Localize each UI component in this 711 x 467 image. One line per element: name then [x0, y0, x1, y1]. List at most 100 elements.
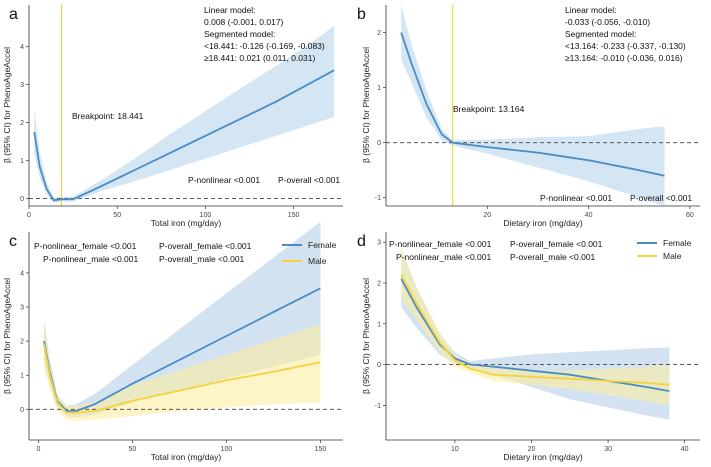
y-tick-label: 2 — [377, 30, 381, 37]
x-ticks-a: 0 50 100 150 — [27, 206, 300, 219]
segment-above-a: ≥18.441: 0.021 (0.011, 0.031) — [204, 53, 315, 63]
panel-c: c 0 50 100 150 0 1 2 3 4 Total iron (mg/day) β … — [2, 221, 343, 462]
segment-below-b: <13.164: -0.233 (-0.337, -0.130) — [565, 41, 686, 51]
y-axis-label-a: β (95% CI) for PhenoAgeAccel — [2, 47, 12, 163]
segmented-model-title-a: Segmented model: — [204, 29, 275, 39]
x-tick-label: 50 — [113, 212, 121, 219]
x-tick-label: 60 — [686, 212, 694, 219]
x-axis-label-b: Dietary iron (mg/day) — [503, 218, 583, 228]
series-line-male-c — [43, 344, 321, 414]
linear-model-title-a: Linear model: — [204, 5, 256, 15]
y-ticks-b: -1 0 1 2 — [375, 30, 386, 202]
plot-area-d — [386, 246, 700, 420]
x-tick-label: 50 — [129, 446, 137, 453]
x-tick-label: 20 — [483, 212, 491, 219]
x-axis-label-a: Total iron (mg/day) — [151, 218, 222, 228]
legend-label-male-c: Male — [308, 256, 327, 266]
panel-b: b 20 40 60 -1 0 1 2 Dietary iron (mg/day) β (… — [357, 5, 700, 228]
p-nonlinear-a: P-nonlinear <0.001 — [188, 175, 260, 185]
y-axis-label-c: β (95% CI) for PhenoAgeAccel — [2, 278, 12, 394]
legend-label-female-c: Female — [308, 240, 337, 250]
series-line-overall-a — [33, 69, 335, 202]
y-ticks-d: -1 0 1 2 3 — [375, 240, 386, 410]
y-tick-label: 2 — [20, 120, 24, 127]
y-tick-label: 4 — [20, 44, 24, 51]
series-line-male-d — [400, 274, 670, 386]
y-tick-label: 3 — [20, 305, 24, 312]
p-nonlinear-b: P-nonlinear <0.001 — [540, 193, 612, 203]
x-axis-label-d: Dietary iron (mg/day) — [503, 452, 583, 462]
x-tick-label: 0 — [27, 212, 31, 219]
breakpoint-label-b: Breakpoint: 13.164 — [453, 104, 525, 114]
p-nonlinear-female-c: P-nonlinear_female <0.001 — [34, 241, 137, 251]
plot-area-a — [29, 5, 343, 206]
p-overall-female-c: P-overall_female <0.001 — [159, 241, 252, 251]
p-nonlinear-female-d: P-nonlinear_female <0.001 — [389, 239, 492, 249]
y-ticks-c: 0 1 2 3 4 — [20, 270, 29, 414]
segment-above-b: ≥13.164: -0.010 (-0.036, 0.016) — [565, 53, 683, 63]
series-line-female-d — [400, 278, 670, 392]
y-tick-label: -1 — [375, 403, 381, 410]
series-line-overall-b — [400, 32, 665, 177]
plot-area-c — [29, 221, 343, 422]
x-tick-label: 150 — [288, 212, 300, 219]
y-tick-label: 4 — [20, 270, 24, 277]
x-tick-label: 150 — [315, 446, 327, 453]
y-tick-label: -1 — [375, 195, 381, 202]
y-tick-label: 0 — [377, 140, 381, 147]
x-tick-label: 10 — [451, 446, 459, 453]
x-ticks-d: 10 20 30 40 — [451, 440, 689, 453]
plot-area-b — [386, 5, 700, 206]
segment-below-a: <18.441: -0.126 (-0.169, -0.083) — [204, 41, 325, 51]
x-tick-label: 30 — [604, 446, 612, 453]
linear-model-title-b: Linear model: — [565, 5, 617, 15]
x-tick-label: 40 — [681, 446, 689, 453]
y-tick-label: 1 — [20, 373, 24, 380]
y-tick-label: 0 — [20, 407, 24, 414]
y-tick-label: 1 — [20, 158, 24, 165]
p-overall-b: P-overall <0.001 — [630, 193, 692, 203]
y-axis-label-d: β (95% CI) for PhenoAgeAccel — [361, 278, 371, 394]
p-overall-female-d: P-overall_female <0.001 — [510, 239, 603, 249]
x-axis-label-c: Total iron (mg/day) — [151, 452, 222, 462]
panel-letter-d: d — [357, 233, 366, 250]
linear-model-value-a: 0.008 (-0.001, 0.017) — [204, 17, 284, 27]
panel-a: a 0 50 100 150 0 1 2 3 4 Total iron (mg/day) β … — [2, 5, 343, 228]
y-ticks-a: 0 1 2 3 4 — [20, 44, 29, 203]
breakpoint-label-a: Breakpoint: 18.441 — [72, 111, 144, 121]
y-tick-label: 1 — [377, 321, 381, 328]
ci-band-overall-a — [34, 25, 335, 204]
ci-band-male-d — [401, 246, 670, 406]
y-tick-label: 3 — [20, 82, 24, 89]
x-tick-label: 40 — [585, 212, 593, 219]
legend-label-male-d: Male — [663, 251, 682, 261]
panel-letter-c: c — [9, 233, 17, 250]
p-overall-male-c: P-overall_male <0.001 — [159, 254, 245, 264]
p-nonlinear-male-d: P-nonlinear_male <0.001 — [396, 252, 491, 262]
x-tick-label: 20 — [528, 446, 536, 453]
y-tick-label: 2 — [20, 339, 24, 346]
panel-letter-a: a — [9, 6, 18, 23]
linear-model-value-b: -0.033 (-0.056, -0.010) — [565, 17, 650, 27]
segmented-model-title-b: Segmented model: — [565, 29, 636, 39]
panel-letter-b: b — [357, 6, 366, 23]
y-tick-label: 0 — [377, 362, 381, 369]
y-axis-label-b: β (95% CI) for PhenoAgeAccel — [361, 47, 371, 163]
x-ticks-b: 20 40 60 — [483, 206, 694, 219]
ci-band-overall-b — [401, 5, 665, 206]
y-tick-label: 0 — [20, 196, 24, 203]
x-tick-label: 0 — [36, 446, 40, 453]
y-tick-label: 3 — [377, 240, 381, 247]
ci-band-male-c — [44, 324, 321, 422]
p-overall-a: P-overall <0.001 — [278, 175, 340, 185]
x-tick-label: 100 — [221, 446, 233, 453]
p-nonlinear-male-c: P-nonlinear_male <0.001 — [43, 254, 138, 264]
y-tick-label: 2 — [377, 280, 381, 287]
legend-label-female-d: Female — [663, 238, 692, 248]
x-ticks-c: 0 50 100 150 — [36, 440, 326, 453]
y-tick-label: 1 — [377, 85, 381, 92]
x-tick-label: 100 — [200, 212, 212, 219]
p-overall-male-d: P-overall_male <0.001 — [510, 252, 596, 262]
